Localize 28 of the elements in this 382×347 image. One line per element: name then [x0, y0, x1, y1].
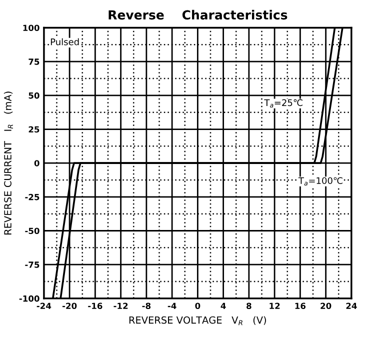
chart-title: Reverse Characteristics [108, 10, 288, 20]
y-tick-label: -75 [25, 262, 40, 268]
x-tick-label: 12 [270, 302, 280, 309]
y-tick-label: -50 [25, 228, 40, 234]
x-tick-label: 16 [295, 302, 306, 310]
y-tick-label: 75 [28, 58, 40, 65]
x-tick-label: -8 [142, 302, 151, 310]
x-tick-label: 8 [246, 302, 252, 310]
y-tick-label: 25 [28, 126, 40, 133]
x-tick-label: -24 [36, 302, 52, 309]
x-tick-label: 20 [320, 302, 332, 310]
text: REVERSE VOLTAGE V$_{R}$ (V) [129, 316, 266, 326]
x-tick-label: 4 [220, 302, 226, 309]
y-tick-label: 50 [28, 92, 40, 99]
x-tick-label: -12 [114, 302, 128, 309]
text: T$_{a}$=25℃ [264, 99, 302, 108]
y-tick-label: 0 [34, 160, 40, 166]
annotation: Pulsed [50, 38, 79, 46]
x-tick-label: -20 [62, 302, 77, 310]
series-label: T$_{a}$=100℃ [298, 177, 342, 186]
x-tick-label: -4 [168, 302, 176, 309]
y-tick-label: -100 [19, 295, 40, 302]
x-tick-label: 24 [346, 302, 357, 309]
x-tick-label: -16 [88, 302, 102, 310]
x-tick-label: 0 [195, 302, 200, 310]
y-tick-label: -25 [25, 194, 40, 200]
text: REVERSE CURRENT I$_{R}$ (mA) [4, 92, 13, 234]
y-tick-label: 100 [23, 24, 40, 32]
